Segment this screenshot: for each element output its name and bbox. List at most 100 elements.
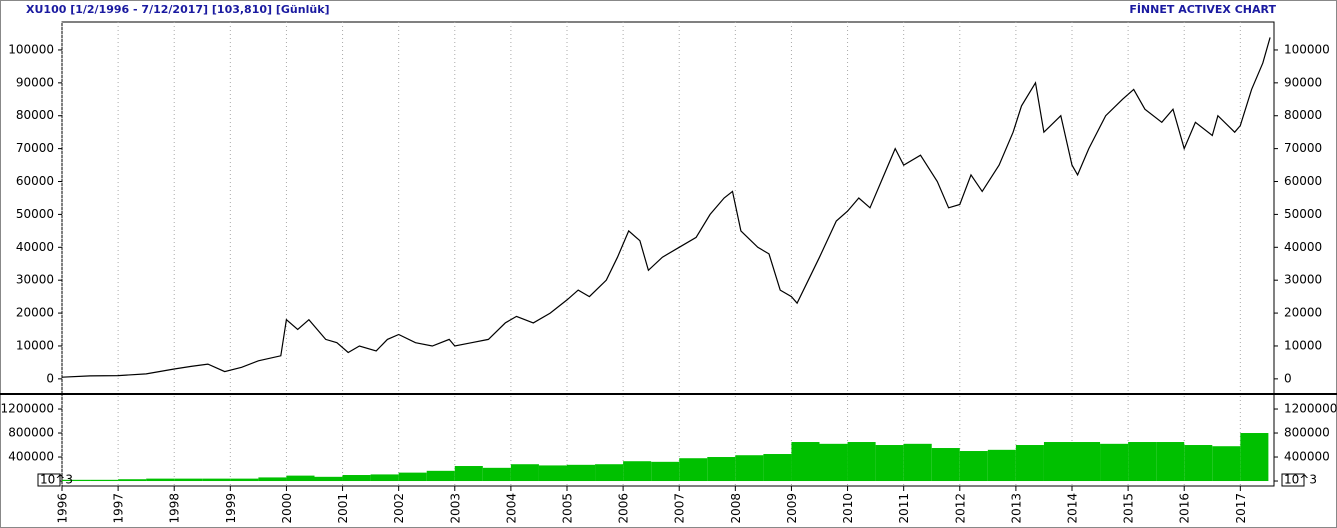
x-tick-label: 2003 bbox=[448, 493, 462, 524]
volume-bar bbox=[791, 442, 820, 482]
volume-bar bbox=[1072, 442, 1101, 482]
volume-bar bbox=[567, 464, 596, 482]
x-tick-label: 2005 bbox=[561, 493, 575, 524]
y-tick-label: 0 bbox=[1284, 371, 1292, 385]
y-tick-label: 800000 bbox=[1284, 426, 1330, 440]
volume-bar bbox=[679, 458, 708, 482]
x-tick-label: 1999 bbox=[224, 493, 238, 524]
volume-bar bbox=[1240, 433, 1269, 482]
volume-bar bbox=[258, 477, 287, 482]
y-tick-label: 1200000 bbox=[1, 402, 54, 416]
y-tick-label: 10000 bbox=[1284, 338, 1322, 352]
volume-bar bbox=[146, 478, 175, 482]
volume-bar bbox=[482, 467, 511, 482]
y-tick-label: 1200000 bbox=[1284, 402, 1337, 416]
y-tick-label: 90000 bbox=[16, 75, 54, 89]
chart-title: XU100 [1/2/1996 - 7/12/2017] [103,810] [… bbox=[26, 3, 330, 16]
x-tick-label: 1996 bbox=[56, 493, 70, 524]
volume-bar bbox=[847, 442, 876, 482]
x-tick-label: 2015 bbox=[1122, 493, 1136, 524]
x-tick-label: 2010 bbox=[841, 493, 855, 524]
y-tick-label: 70000 bbox=[16, 141, 54, 155]
volume-bar bbox=[819, 443, 848, 482]
volume-bar bbox=[763, 454, 792, 482]
volume-bar bbox=[398, 472, 427, 482]
x-tick-label: 1998 bbox=[168, 493, 182, 524]
y-tick-label: 40000 bbox=[16, 240, 54, 254]
volume-bar bbox=[903, 443, 932, 482]
volume-bar bbox=[202, 478, 231, 482]
y-tick-label: 60000 bbox=[16, 174, 54, 188]
y-tick-label: 800000 bbox=[8, 426, 54, 440]
y-tick-label: 80000 bbox=[16, 108, 54, 122]
x-tick-label: 2013 bbox=[1009, 493, 1023, 524]
volume-bar bbox=[62, 479, 91, 482]
y-tick-label: 80000 bbox=[1284, 108, 1322, 122]
volume-bar bbox=[90, 479, 119, 482]
y-tick-label: 20000 bbox=[16, 306, 54, 320]
volume-bar bbox=[230, 478, 259, 482]
unit-box bbox=[1281, 473, 1305, 487]
y-tick-label: 400000 bbox=[1284, 450, 1330, 464]
x-tick-label: 2012 bbox=[953, 493, 967, 524]
y-tick-label: 10000 bbox=[16, 338, 54, 352]
volume-bar bbox=[735, 455, 764, 482]
volume-bar bbox=[174, 478, 203, 482]
y-tick-label: 30000 bbox=[1284, 273, 1322, 287]
volume-bar bbox=[959, 451, 988, 482]
volume-bar bbox=[1015, 445, 1044, 482]
y-tick-label: 100000 bbox=[8, 42, 54, 56]
volume-bar bbox=[987, 449, 1016, 482]
y-tick-label: 50000 bbox=[1284, 207, 1322, 221]
volume-bar bbox=[1184, 445, 1213, 482]
x-tick-label: 2000 bbox=[280, 493, 294, 524]
volume-bar bbox=[510, 464, 539, 482]
y-tick-label: 50000 bbox=[16, 207, 54, 221]
y-tick-label: 90000 bbox=[1284, 75, 1322, 89]
volume-bar bbox=[538, 465, 567, 482]
unit-label: 10^3 bbox=[1284, 473, 1317, 487]
x-tick-label: 2011 bbox=[897, 493, 911, 524]
volume-bar bbox=[1212, 446, 1241, 482]
y-tick-label: 400000 bbox=[8, 450, 54, 464]
brand: FİNNET ACTIVEX CHART bbox=[1129, 2, 1276, 16]
volume-bar bbox=[1100, 443, 1129, 482]
price-line bbox=[61, 37, 1271, 378]
x-tick-label: 2004 bbox=[504, 493, 518, 524]
y-tick-label: 60000 bbox=[1284, 174, 1322, 188]
x-tick-label: 2006 bbox=[617, 493, 631, 524]
volume-bar bbox=[1156, 442, 1185, 482]
unit-label: 10^3 bbox=[40, 473, 73, 487]
volume-bar bbox=[314, 476, 343, 482]
volume-bar bbox=[707, 457, 736, 482]
volume-bar bbox=[342, 475, 371, 482]
volume-bar bbox=[595, 464, 624, 482]
volume-bar bbox=[370, 474, 399, 482]
y-tick-label: 100000 bbox=[1284, 42, 1330, 56]
x-tick-label: 2002 bbox=[392, 493, 406, 524]
y-tick-label: 70000 bbox=[1284, 141, 1322, 155]
volume-bar bbox=[1043, 442, 1072, 482]
volume-bar bbox=[623, 461, 652, 482]
x-tick-label: 2007 bbox=[673, 493, 687, 524]
y-tick-label: 0 bbox=[46, 371, 54, 385]
x-tick-label: 2001 bbox=[336, 493, 350, 524]
x-tick-label: 2008 bbox=[729, 493, 743, 524]
y-tick-label: 20000 bbox=[1284, 306, 1322, 320]
volume-bar bbox=[286, 475, 315, 482]
x-tick-label: 2014 bbox=[1066, 493, 1080, 524]
y-tick-label: 40000 bbox=[1284, 240, 1322, 254]
x-tick-label: 2017 bbox=[1234, 493, 1248, 524]
volume-bar bbox=[1128, 442, 1157, 482]
unit-box bbox=[37, 473, 61, 487]
volume-bar bbox=[454, 466, 483, 482]
volume-bar bbox=[875, 445, 904, 482]
y-tick-label: 30000 bbox=[16, 273, 54, 287]
volume-bar bbox=[426, 470, 455, 482]
x-tick-label: 1997 bbox=[112, 493, 126, 524]
volume-bar bbox=[118, 479, 147, 482]
x-tick-label: 2009 bbox=[785, 493, 799, 524]
volume-bar bbox=[931, 448, 960, 482]
